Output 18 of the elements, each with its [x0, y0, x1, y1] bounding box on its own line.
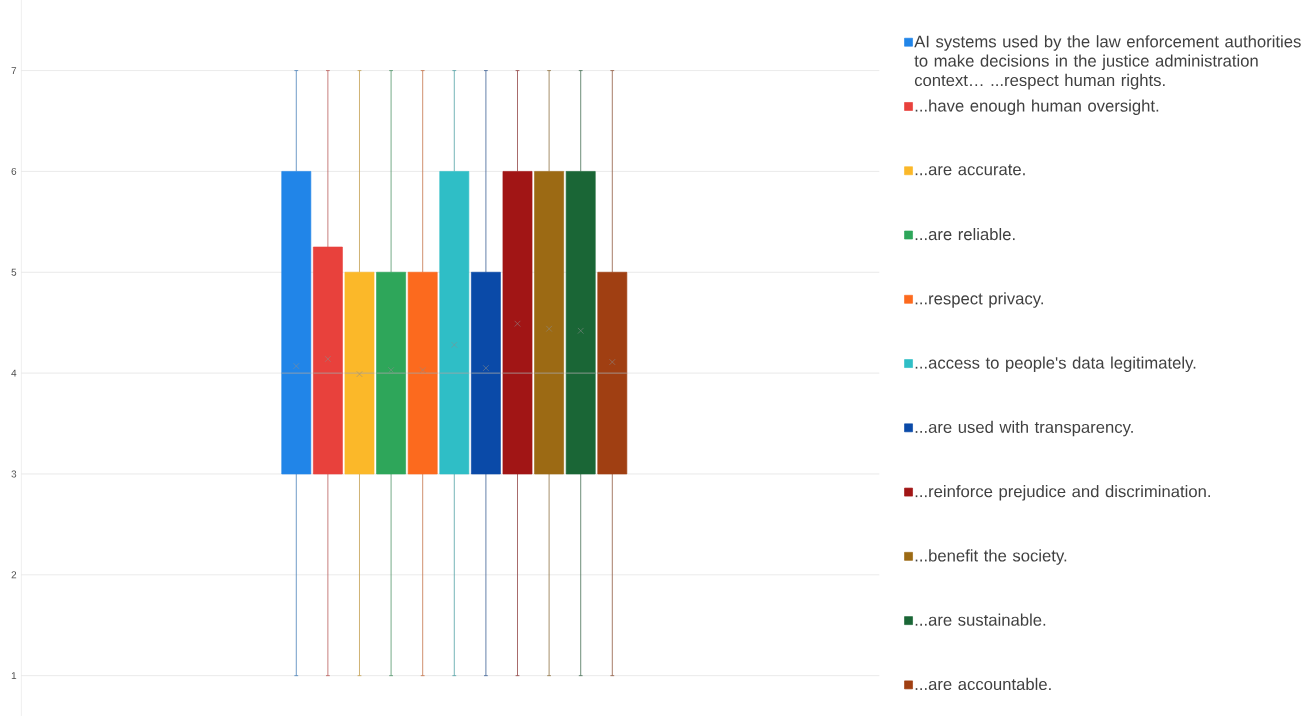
legend-label: AI systems used by the law enforcement authorities to make decisions in the justice administration context… ...respect human rights.	[914, 35, 1301, 90]
legend-label: ...are used with transparency.	[915, 420, 1133, 437]
legend-label: ...are accurate.	[915, 164, 1025, 176]
y-tick-label: 2	[11, 571, 17, 579]
legend-label: ...reinforce prejudice and discrimination.	[915, 485, 1210, 501]
legend-label: ...are reliable.	[915, 227, 1015, 241]
y-tick-label: 3	[11, 470, 17, 478]
legend-label: ...have enough human oversight.	[915, 99, 1159, 115]
y-tick-label: 1	[11, 672, 17, 680]
legend-label: ...are sustainable.	[915, 613, 1046, 626]
y-tick-label: 5	[11, 268, 17, 276]
y-tick-label: 4	[11, 369, 17, 377]
legend-label: ...respect privacy.	[915, 292, 1043, 308]
legend-label: ...benefit the society.	[915, 549, 1067, 565]
y-tick-label: 6	[11, 167, 17, 175]
legend-label: ...access to people's data legitimately.	[915, 356, 1196, 373]
y-tick-label: 7	[11, 67, 17, 75]
legend-label: ...are accountable.	[915, 677, 1051, 691]
